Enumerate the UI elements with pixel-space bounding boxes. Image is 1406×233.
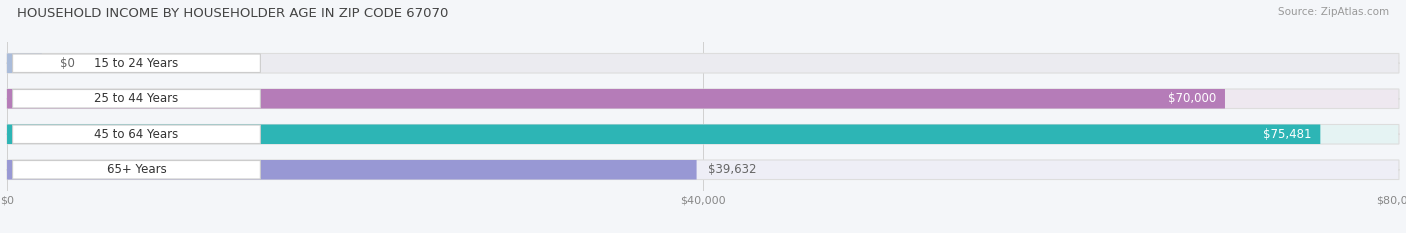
FancyBboxPatch shape: [7, 54, 1399, 73]
Text: 25 to 44 Years: 25 to 44 Years: [94, 92, 179, 105]
FancyBboxPatch shape: [7, 160, 1399, 179]
FancyBboxPatch shape: [7, 54, 42, 73]
Text: $70,000: $70,000: [1168, 92, 1216, 105]
FancyBboxPatch shape: [7, 160, 696, 179]
FancyBboxPatch shape: [7, 89, 1225, 109]
Text: 65+ Years: 65+ Years: [107, 163, 166, 176]
FancyBboxPatch shape: [7, 124, 1399, 144]
FancyBboxPatch shape: [7, 89, 1399, 109]
FancyBboxPatch shape: [7, 124, 1320, 144]
FancyBboxPatch shape: [13, 54, 260, 72]
FancyBboxPatch shape: [13, 125, 260, 144]
Text: Source: ZipAtlas.com: Source: ZipAtlas.com: [1278, 7, 1389, 17]
Text: $0: $0: [60, 57, 75, 70]
FancyBboxPatch shape: [13, 161, 260, 179]
Text: 45 to 64 Years: 45 to 64 Years: [94, 128, 179, 141]
Text: 15 to 24 Years: 15 to 24 Years: [94, 57, 179, 70]
Text: $39,632: $39,632: [707, 163, 756, 176]
Text: HOUSEHOLD INCOME BY HOUSEHOLDER AGE IN ZIP CODE 67070: HOUSEHOLD INCOME BY HOUSEHOLDER AGE IN Z…: [17, 7, 449, 20]
Text: $75,481: $75,481: [1264, 128, 1312, 141]
FancyBboxPatch shape: [13, 89, 260, 108]
